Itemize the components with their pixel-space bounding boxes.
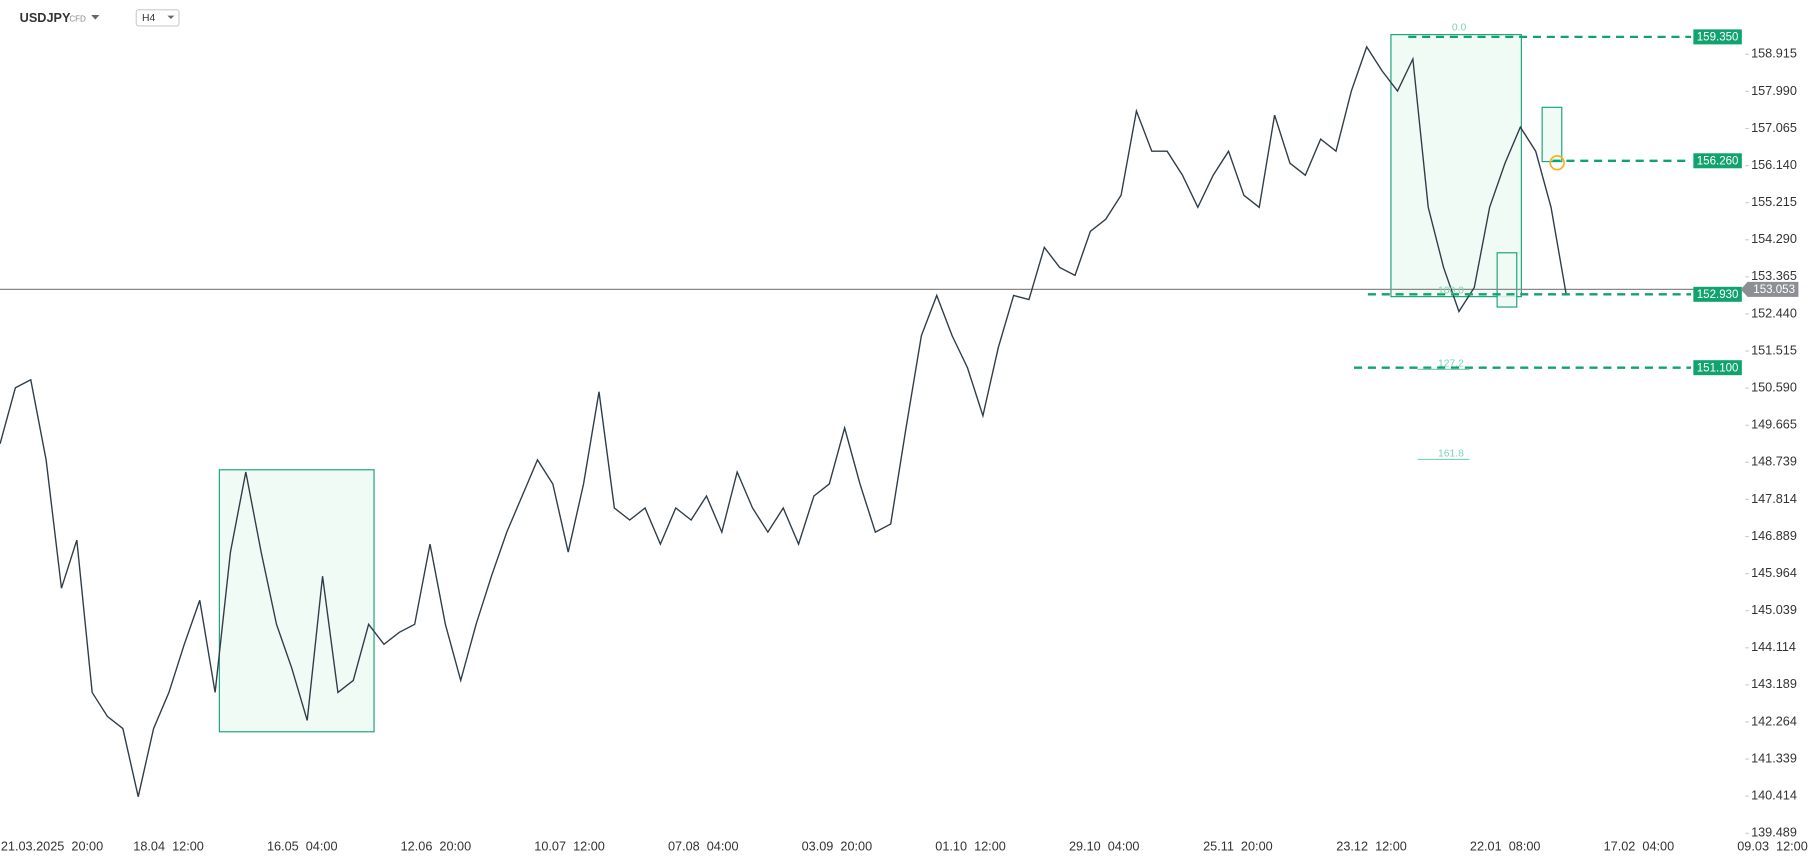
y-tick-label: 152.440 bbox=[1751, 306, 1797, 320]
current-price-tag-bg bbox=[1740, 281, 1799, 297]
fib-label: 100.0 bbox=[1438, 286, 1464, 297]
timeframe-box[interactable] bbox=[135, 9, 180, 27]
y-tick-label: 145.964 bbox=[1751, 566, 1797, 580]
level-tag: 159.350 bbox=[1697, 32, 1739, 44]
y-tick-label: 158.915 bbox=[1751, 47, 1797, 61]
fib-label: 127.2 bbox=[1438, 358, 1464, 369]
y-tick-label: 141.339 bbox=[1751, 751, 1797, 765]
level-tag-bg bbox=[1693, 153, 1742, 169]
x-tick-label: 29.10 04:00 bbox=[1069, 840, 1140, 854]
y-tick-label: 155.215 bbox=[1751, 195, 1797, 209]
y-tick-label: 142.264 bbox=[1751, 714, 1797, 728]
y-tick-label: 157.065 bbox=[1751, 121, 1797, 135]
y-tick-label: 147.814 bbox=[1751, 492, 1797, 506]
y-tick-label: 149.665 bbox=[1751, 418, 1797, 432]
timeframe[interactable]: H4 bbox=[142, 13, 155, 24]
price-line bbox=[0, 45, 1568, 797]
y-tick-label: 157.990 bbox=[1751, 84, 1797, 98]
level-tag: 151.100 bbox=[1697, 362, 1739, 374]
x-tick-label: 16.05 04:00 bbox=[267, 840, 338, 854]
x-tick-label: 09.03 12:00 bbox=[1737, 840, 1808, 854]
x-tick-label: 18.04 12:00 bbox=[133, 840, 204, 854]
y-tick-label: 143.189 bbox=[1751, 677, 1797, 691]
x-tick-label: 12.06 20:00 bbox=[401, 840, 472, 854]
symbol-dropdown[interactable] bbox=[91, 15, 100, 20]
instrument-type: CFD bbox=[69, 15, 86, 24]
timeframe-dropdown bbox=[167, 15, 175, 20]
y-tick-label: 144.114 bbox=[1751, 640, 1796, 654]
fib-label: 0.0 bbox=[1452, 22, 1467, 33]
signal-marker bbox=[1549, 154, 1565, 171]
level-tag-bg bbox=[1693, 360, 1742, 376]
x-tick-label: 03.09 20:00 bbox=[802, 840, 873, 854]
y-tick-label: 146.889 bbox=[1751, 529, 1797, 543]
symbol[interactable]: USDJPY bbox=[20, 11, 71, 25]
y-tick-label: 150.590 bbox=[1751, 380, 1797, 394]
x-tick-label: 22.01 08:00 bbox=[1470, 840, 1541, 854]
zone bbox=[1496, 252, 1518, 308]
current-price-tag: 153.053 bbox=[1753, 284, 1795, 296]
y-tick-label: 148.739 bbox=[1751, 455, 1797, 469]
level-tag-bg bbox=[1693, 29, 1742, 45]
y-tick-label: 156.140 bbox=[1751, 158, 1797, 172]
x-tick-label: 01.10 12:00 bbox=[935, 840, 1006, 854]
level-tag: 152.930 bbox=[1697, 289, 1739, 301]
x-tick-label: 25.11 20:00 bbox=[1203, 840, 1273, 854]
x-tick-label: 21.03.2025 20:00 bbox=[1, 840, 103, 854]
y-tick-label: 151.515 bbox=[1751, 343, 1797, 357]
y-tick-label: 145.039 bbox=[1751, 603, 1797, 617]
level-tag: 156.260 bbox=[1697, 155, 1739, 167]
y-tick-label: 153.365 bbox=[1751, 269, 1797, 283]
zone bbox=[1541, 106, 1563, 163]
x-tick-label: 10.07 12:00 bbox=[534, 840, 605, 854]
y-tick-label: 139.489 bbox=[1751, 826, 1797, 840]
fib-label: 161.8 bbox=[1438, 448, 1464, 459]
level-tag-bg bbox=[1693, 286, 1742, 302]
y-tick-label: 140.414 bbox=[1751, 789, 1797, 803]
x-tick-label: 23.12 12:00 bbox=[1336, 840, 1407, 854]
x-tick-label: 07.08 04:00 bbox=[668, 840, 739, 854]
y-tick-label: 154.290 bbox=[1751, 232, 1797, 246]
x-tick-label: 17.02 04:00 bbox=[1604, 840, 1675, 854]
zone bbox=[218, 469, 375, 733]
